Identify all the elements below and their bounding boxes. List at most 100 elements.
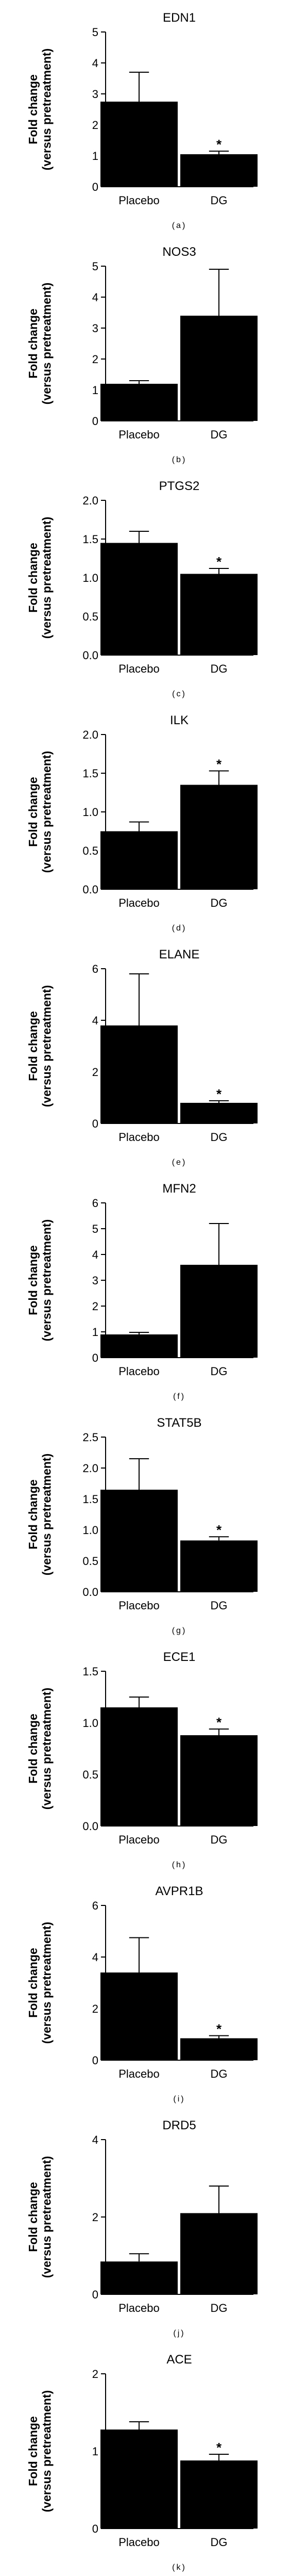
y-axis-label: Fold change(versus pretreatment) [26, 48, 53, 170]
x-category-label: Placebo [118, 662, 160, 675]
y-tick-label: 0 [92, 1351, 98, 1364]
y-tick-label: 3 [92, 1274, 98, 1287]
bar-placebo [100, 102, 178, 187]
chart-panel: ACE Fold change(versus pretreatment) 0 1 2 Pl… [26, 2353, 258, 2572]
chart-panel: ECE1 Fold change(versus pretreatment) 0.0 0… [26, 1650, 258, 1869]
y-tick-label: 6 [92, 1899, 98, 1912]
y-tick-label: 2 [92, 1300, 98, 1313]
x-category-label: Placebo [118, 1599, 160, 1612]
bar-dg [180, 1540, 258, 1592]
y-axis-label: Fold change(versus pretreatment) [26, 1219, 53, 1341]
y-tick-label: 4 [92, 1014, 98, 1027]
y-tick-label: 1.0 [82, 1524, 98, 1537]
y-tick-label: 1 [92, 1326, 98, 1339]
y-tick-label: 5 [92, 26, 98, 39]
significance-marker: * [216, 2021, 222, 2037]
chart-title: EDN1 [163, 11, 196, 25]
x-category-label: Placebo [118, 896, 160, 909]
y-tick-label: 2.0 [82, 728, 98, 741]
bar-placebo [100, 1334, 178, 1358]
y-tick-label: 4 [92, 291, 98, 304]
chart-panel: AVPR1B Fold change(versus pretreatment) 0 2… [26, 1884, 258, 2104]
y-axis-label: Fold change(versus pretreatment) [26, 2156, 53, 2278]
panel-label: (e) [172, 1158, 187, 1167]
chart-title: ECE1 [163, 1650, 196, 1664]
bar-dg [180, 2213, 258, 2294]
y-tick-label: 6 [92, 963, 98, 975]
x-category-label: DG [211, 194, 228, 207]
x-category-label: Placebo [118, 1833, 160, 1846]
y-axis-label: Fold change(versus pretreatment) [26, 283, 53, 404]
y-tick-label: 2.0 [82, 1462, 98, 1475]
bar-dg [180, 574, 258, 655]
y-axis-label: Fold change(versus pretreatment) [26, 2390, 53, 2512]
y-tick-label: 1.5 [82, 533, 98, 546]
y-tick-label: 4 [92, 1248, 98, 1261]
y-tick-label: 2 [92, 2002, 98, 2015]
y-tick-label: 0.5 [82, 844, 98, 857]
x-category-label: Placebo [118, 2067, 160, 2080]
significance-marker: * [216, 2440, 222, 2455]
panel-label: (g) [172, 1626, 187, 1635]
chart-title: NOS3 [162, 245, 196, 259]
panel-label: (i) [173, 2095, 185, 2104]
bar-placebo [100, 2261, 178, 2294]
panel-label: (k) [172, 2563, 186, 2572]
y-tick-label: 6 [92, 1197, 98, 1210]
significance-marker: * [216, 1522, 222, 1538]
y-tick-label: 2 [92, 1066, 98, 1079]
bar-placebo [100, 384, 178, 421]
y-tick-label: 1.0 [82, 572, 98, 584]
x-category-label: Placebo [118, 428, 160, 441]
y-tick-label: 4 [92, 1951, 98, 1964]
significance-marker: * [216, 1086, 222, 1102]
bar-dg [180, 1265, 258, 1358]
y-tick-label: 3 [92, 322, 98, 335]
y-tick-label: 2.0 [82, 494, 98, 507]
y-tick-label: 0 [92, 415, 98, 428]
y-tick-label: 5 [92, 260, 98, 273]
y-tick-label: 0.0 [82, 1586, 98, 1599]
y-axis-label: Fold change(versus pretreatment) [26, 1688, 53, 1809]
bar-placebo [100, 1707, 178, 1826]
y-tick-label: 0 [92, 1117, 98, 1130]
chart-panel: DRD5 Fold change(versus pretreatment) 0 2 4 P… [26, 2118, 258, 2338]
bar-placebo [100, 1972, 178, 2060]
bar-placebo [100, 1490, 178, 1592]
y-axis-label: Fold change(versus pretreatment) [26, 1922, 53, 2044]
y-tick-label: 0.5 [82, 610, 98, 623]
chart-title: STAT5B [157, 1416, 201, 1430]
bar-placebo [100, 831, 178, 889]
x-category-label: Placebo [118, 2302, 160, 2314]
y-tick-label: 0.5 [82, 1768, 98, 1781]
panel-label: (c) [172, 690, 186, 698]
x-category-label: Placebo [118, 1365, 160, 1378]
chart-title: MFN2 [162, 1182, 196, 1196]
y-tick-label: 2 [92, 353, 98, 366]
y-tick-label: 0.5 [82, 1555, 98, 1568]
chart-title: ILK [170, 713, 189, 727]
y-axis-label: Fold change(versus pretreatment) [26, 751, 53, 873]
chart-title: DRD5 [162, 2118, 196, 2132]
y-tick-label: 1.5 [82, 767, 98, 780]
bar-placebo [100, 1025, 178, 1123]
panel-label: (d) [172, 924, 187, 933]
chart-panel: ILK Fold change(versus pretreatment) 0.0 0.… [26, 713, 258, 933]
bar-dg [180, 1735, 258, 1826]
y-axis-label: Fold change(versus pretreatment) [26, 985, 53, 1107]
y-tick-label: 1 [92, 2445, 98, 2458]
bar-dg [180, 2038, 258, 2060]
y-tick-label: 0 [92, 2288, 98, 2301]
panel-label: (h) [172, 1861, 187, 1869]
y-tick-label: 0.0 [82, 1820, 98, 1833]
x-category-label: DG [211, 2302, 228, 2314]
chart-title: ELANE [159, 948, 200, 961]
chart-panel: ELANE Fold change(versus pretreatment) 0 2 4… [26, 948, 258, 1167]
y-tick-label: 4 [92, 57, 98, 70]
bar-dg [180, 2460, 258, 2529]
x-category-label: DG [211, 2536, 228, 2549]
bar-dg [180, 785, 258, 889]
panel-label: (j) [173, 2329, 185, 2338]
significance-marker: * [216, 757, 222, 772]
